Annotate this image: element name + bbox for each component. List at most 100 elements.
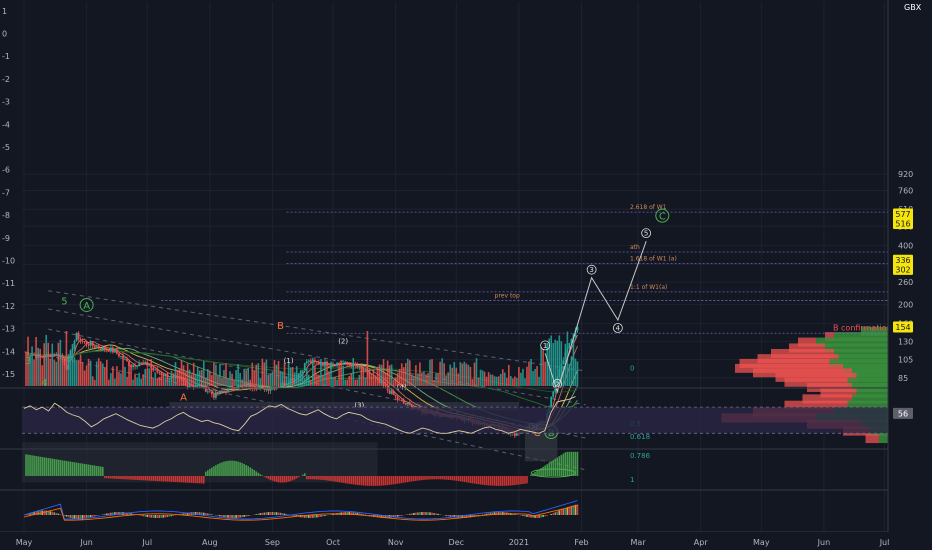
momentum-highlight	[530, 468, 576, 478]
macd-bar	[324, 515, 326, 516]
momentum-bar	[441, 476, 443, 480]
volume-bar	[368, 369, 371, 386]
macd-bar	[29, 512, 31, 515]
volume-bar	[334, 377, 336, 386]
volume-bar	[154, 372, 157, 386]
volume-bar	[411, 374, 413, 386]
volume-bar	[205, 377, 207, 386]
volume-bar	[421, 372, 423, 386]
macd-bar	[63, 515, 66, 516]
momentum-bar	[540, 468, 542, 476]
price-tick-label: 400	[898, 241, 913, 250]
volume-bar	[108, 379, 110, 386]
momentum-bar	[118, 476, 120, 479]
momentum-bar	[332, 476, 334, 482]
momentum-bar	[481, 476, 484, 485]
price-axis[interactable]: 8510513016020026032040050061076092057751…	[887, 0, 932, 532]
volume-bar	[546, 343, 548, 386]
volume-bar	[530, 359, 532, 386]
candle-body	[176, 376, 179, 378]
candle-body	[174, 376, 177, 378]
momentum-bar	[445, 476, 447, 480]
volume-bar	[41, 365, 43, 386]
volume-bar	[198, 370, 201, 386]
momentum-bar	[402, 476, 405, 483]
candle-body	[368, 372, 371, 377]
momentum-bar	[459, 476, 462, 482]
volume-bar	[83, 370, 86, 386]
volume-bar	[477, 377, 480, 386]
volume-bar	[27, 336, 29, 386]
volume-bar	[219, 363, 221, 386]
macd-bar	[449, 515, 452, 517]
macd-bar	[194, 512, 197, 515]
candle-body	[261, 385, 264, 387]
candle-body	[326, 361, 328, 366]
macd-bar	[320, 515, 322, 517]
macd-bar	[273, 512, 276, 515]
momentum-bar	[354, 476, 357, 485]
momentum-bar	[297, 476, 300, 478]
profile-buy-bar	[852, 368, 888, 378]
macd-bar	[465, 515, 468, 518]
momentum-bar	[239, 462, 241, 476]
candle-body	[295, 377, 298, 379]
candle-body	[168, 378, 171, 380]
momentum-bar	[59, 459, 62, 476]
candle-body	[360, 366, 363, 369]
macd-bar	[231, 515, 233, 518]
profile-sell-bar	[820, 388, 857, 398]
momentum-bar	[471, 476, 474, 484]
level-label: prev top	[495, 292, 520, 299]
macd-bar	[552, 513, 555, 515]
volume-bar	[126, 376, 128, 386]
time-tick-label: Apr	[694, 538, 709, 547]
momentum-bar	[106, 476, 108, 479]
projection-point-label: 4	[616, 325, 621, 333]
macd-bar	[544, 515, 546, 517]
profile-sell-bar	[825, 332, 834, 342]
volume-bar	[73, 357, 76, 386]
momentum-bar	[112, 476, 114, 479]
candle-body	[303, 363, 306, 371]
candle-body	[103, 347, 106, 350]
volume-bar	[148, 368, 151, 386]
momentum-bar	[27, 454, 29, 476]
candle-body	[128, 361, 130, 366]
momentum-bar	[352, 476, 355, 485]
candle-body	[182, 380, 185, 382]
macd-bar	[362, 514, 365, 515]
volume-bar	[479, 369, 482, 386]
macd-bar	[461, 515, 464, 518]
time-tick-label: Oct	[326, 538, 340, 547]
candle-body	[247, 383, 250, 387]
momentum-bar	[223, 461, 225, 476]
macd-bar	[43, 510, 45, 515]
momentum-bar	[215, 465, 217, 476]
volume-bar	[413, 376, 415, 386]
macd-bar	[227, 515, 229, 518]
time-axis[interactable]: May Jun Jul Aug Sep Oct Nov Dec 2021 Feb Mar Apr May…	[0, 532, 932, 550]
macd-bar	[372, 515, 375, 517]
volume-bar	[497, 376, 500, 386]
volume-bar	[312, 358, 314, 386]
candle-body	[364, 370, 367, 372]
momentum-bar	[83, 463, 86, 476]
momentum-bar	[269, 476, 272, 480]
wave-label: 4	[41, 378, 47, 389]
macd-bar	[295, 515, 298, 517]
momentum-bar	[572, 451, 575, 476]
candle-body	[245, 383, 248, 387]
left-tick-label: -8	[2, 211, 10, 220]
projection-point-label: 3	[589, 266, 593, 274]
volume-bar	[447, 372, 449, 386]
macd-bar	[423, 512, 425, 515]
momentum-bar	[150, 476, 153, 481]
macd-bar	[285, 514, 288, 515]
momentum-bar	[455, 476, 458, 481]
momentum-bar	[497, 476, 500, 486]
macd-bar	[263, 512, 266, 515]
momentum-bar	[136, 476, 138, 480]
macd-bar	[116, 512, 118, 515]
